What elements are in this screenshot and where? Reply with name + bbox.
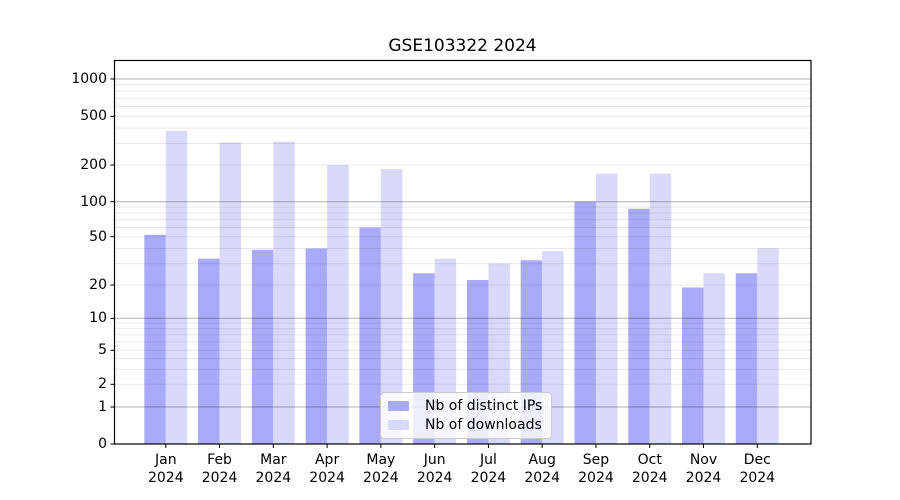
bar-distinct-ips-dec xyxy=(735,273,758,444)
y-tick-label-2: 2 xyxy=(98,376,107,393)
bar-distinct-ips-mar xyxy=(251,249,274,444)
x-tick-label-may: May 2024 xyxy=(363,452,399,486)
y-tick-label-0: 0 xyxy=(98,436,107,452)
x-tick-label-mar: Mar 2024 xyxy=(255,452,292,486)
legend-label-distinct-ips: Nb of distinct IPs xyxy=(425,398,543,414)
bar-distinct-ips-jan xyxy=(144,234,166,444)
bar-downloads-mar xyxy=(273,141,295,444)
bar-distinct-ips-apr xyxy=(305,248,328,444)
legend-swatch-distinct-ips xyxy=(388,400,409,412)
bar-distinct-ips-sep xyxy=(574,201,596,444)
legend-label-downloads: Nb of downloads xyxy=(425,417,542,433)
x-tick-label-dec: Dec 2024 xyxy=(739,452,776,486)
bar-downloads-nov xyxy=(703,273,725,444)
x-tick-label-jan: Jan 2024 xyxy=(147,452,184,486)
y-tick-label-200: 200 xyxy=(80,157,107,173)
y-tick-label-1: 1 xyxy=(98,399,107,415)
y-tick-label-500: 500 xyxy=(80,108,107,125)
y-tick-label-5: 5 xyxy=(98,342,107,359)
x-tick-label-feb: Feb 2024 xyxy=(201,452,238,486)
bar-downloads-sep xyxy=(595,173,618,445)
bar-distinct-ips-nov xyxy=(682,287,704,444)
bar-downloads-oct xyxy=(649,173,672,445)
bar-downloads-dec xyxy=(757,248,779,444)
x-tick-label-jun: Jun 2024 xyxy=(416,452,453,486)
bar-distinct-ips-may xyxy=(359,227,381,444)
x-tick-label-apr: Apr 2024 xyxy=(309,452,345,486)
y-tick-label-1000: 1000 xyxy=(71,71,107,87)
legend: Nb of distinct IPs Nb of downloads xyxy=(380,392,553,439)
axes-frame xyxy=(113,59,812,445)
legend-swatch-downloads xyxy=(388,419,409,431)
chart-title: GSE103322 2024 xyxy=(388,36,537,56)
x-tick-label-sep: Sep 2024 xyxy=(578,452,614,486)
y-tick-label-10: 10 xyxy=(89,310,107,327)
x-tick-label-nov: Nov 2024 xyxy=(685,452,722,486)
x-tick-label-aug: Aug 2024 xyxy=(524,452,560,486)
bar-downloads-may xyxy=(380,169,403,445)
x-tick-label-oct: Oct 2024 xyxy=(631,452,668,486)
bar-downloads-jan xyxy=(165,130,188,445)
y-tick-label-100: 100 xyxy=(80,193,107,210)
bar-downloads-apr xyxy=(327,165,349,444)
bar-distinct-ips-feb xyxy=(198,258,220,444)
bar-downloads-feb xyxy=(219,142,242,444)
y-tick-label-20: 20 xyxy=(89,277,107,293)
legend-item-distinct-ips: Nb of distinct IPs xyxy=(388,398,542,414)
x-tick-label-jul: Jul 2024 xyxy=(470,452,507,486)
y-tick-label-50: 50 xyxy=(89,228,107,245)
legend-item-downloads: Nb of downloads xyxy=(388,417,542,433)
bar-distinct-ips-oct xyxy=(628,208,650,444)
